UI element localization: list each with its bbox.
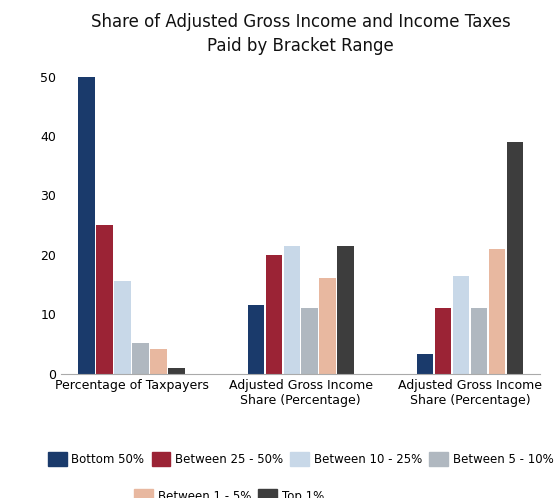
Bar [506, 142, 523, 374]
Bar [266, 255, 282, 374]
Bar [471, 308, 487, 374]
Bar [301, 308, 318, 374]
Bar [434, 308, 451, 374]
Bar [150, 349, 167, 374]
Bar [114, 281, 131, 374]
Legend: Between 1 - 5%, Top 1%: Between 1 - 5%, Top 1% [129, 485, 329, 498]
Bar [284, 246, 300, 374]
Bar [79, 77, 95, 374]
Bar [488, 249, 505, 374]
Bar [248, 305, 264, 374]
Bar [453, 275, 469, 374]
Bar [417, 354, 433, 374]
Title: Share of Adjusted Gross Income and Income Taxes
Paid by Bracket Range: Share of Adjusted Gross Income and Incom… [91, 13, 511, 55]
Bar [96, 225, 113, 374]
Bar [320, 278, 336, 374]
Bar [168, 368, 185, 374]
Bar [133, 343, 149, 374]
Bar [338, 246, 354, 374]
